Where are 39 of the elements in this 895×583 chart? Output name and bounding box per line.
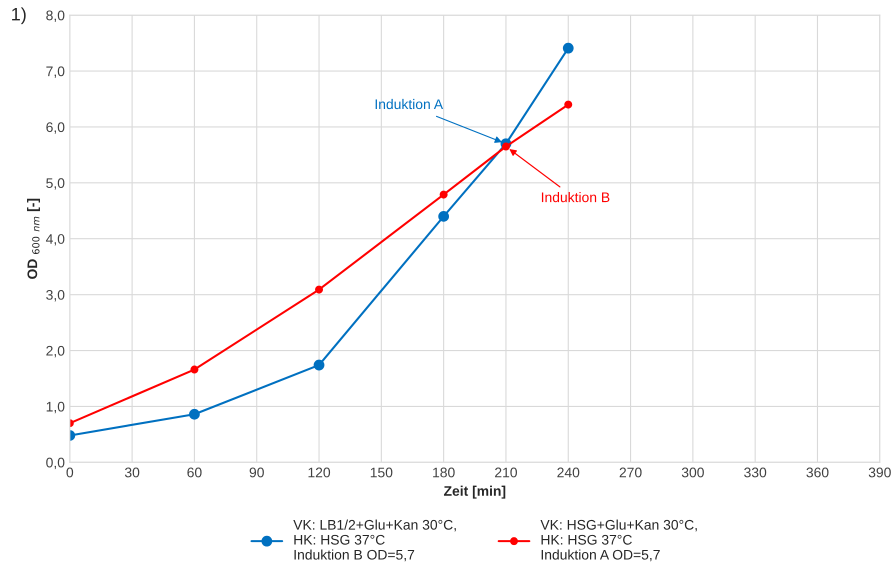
annotation: Induktion B [542, 192, 610, 202]
x-tick-label: 240 [557, 468, 580, 478]
x-axis-title: Zeit [min] [444, 486, 506, 499]
point [440, 190, 448, 199]
y-tick-label: 4,0 [46, 234, 64, 246]
x-tick-label: 0 [66, 468, 74, 478]
point [314, 360, 324, 370]
text: 1) [12, 7, 26, 24]
x-tick-label: 60 [187, 468, 202, 478]
point [438, 211, 450, 222]
x-tick-label: 30 [124, 468, 140, 478]
x-tick-label: 90 [250, 468, 264, 478]
x-tick-label: 150 [370, 468, 392, 478]
y-tick-label: 1,0 [46, 402, 64, 414]
x-tick-label: 270 [620, 468, 642, 478]
y-tick-label: 8,0 [46, 10, 64, 22]
point [315, 286, 324, 294]
y-axis-title: OD $_{600 nm}$ [-] [27, 198, 40, 279]
x-tick-label: 120 [308, 468, 330, 478]
x-tick-label: 300 [682, 468, 704, 478]
x-tick-label: 330 [744, 468, 766, 478]
point [502, 142, 510, 151]
x-tick-label: 390 [868, 468, 891, 478]
point [189, 408, 200, 420]
point [562, 42, 574, 54]
point [564, 100, 572, 109]
y-tick-label: 6,0 [46, 122, 64, 134]
legend-label: VK: LB1/2+Glu+Kan 30°C, HK: HSG 37°C Induktion B OD=5,7 [293, 520, 456, 562]
y-tick-label: 7,0 [46, 66, 64, 78]
x-tick-label: 180 [433, 468, 455, 478]
y-tick-label: 0,0 [46, 458, 64, 470]
x-tick-label: 360 [806, 468, 829, 478]
y-tick-label: 5,0 [46, 178, 64, 190]
x-tick-label: 210 [495, 468, 517, 478]
y-tick-label: 2,0 [46, 346, 64, 358]
annotation: Induktion A [376, 98, 444, 110]
point [190, 366, 198, 374]
y-tick-label: 3,0 [46, 290, 64, 302]
legend-label: VK: HSG+Glu+Kan 30°C, HK: HSG 37°C Induktion A OD=5,7 [540, 520, 697, 562]
